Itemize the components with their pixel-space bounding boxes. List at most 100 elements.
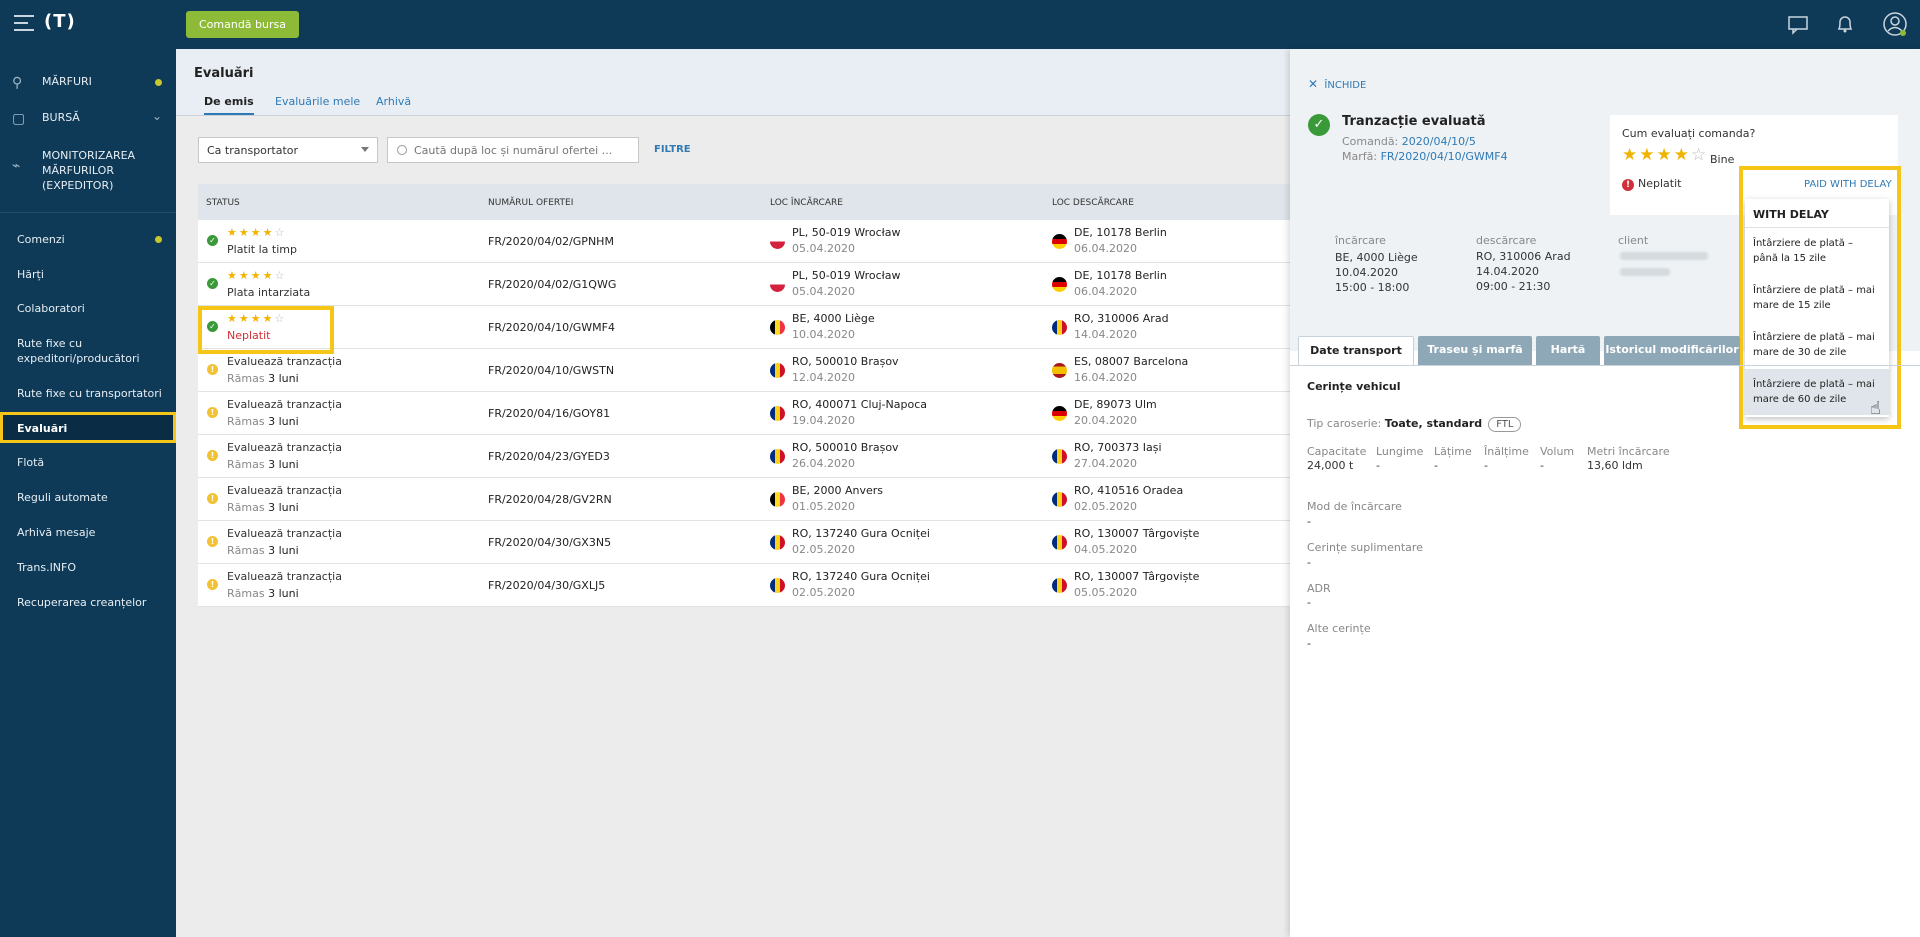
order-link[interactable]: 2020/04/10/5 xyxy=(1401,135,1476,148)
rating-box: Cum evaluați comanda? ★★★★☆ Bine ! Neplat… xyxy=(1610,115,1898,215)
cargo-link[interactable]: FR/2020/04/10/GWMF4 xyxy=(1380,150,1508,163)
delay-option-over-15[interactable]: Întârziere de plată – mai mare de 15 zil… xyxy=(1753,285,1875,311)
star-empty-icon[interactable]: ☆ xyxy=(1691,145,1709,165)
tab-to-issue[interactable]: De emis xyxy=(204,95,254,115)
star-icon[interactable]: ★ xyxy=(1656,145,1674,165)
pending-icon: ! xyxy=(207,493,218,504)
offer-number[interactable]: FR/2020/04/16/GOY81 xyxy=(488,407,611,420)
tab-my-ratings[interactable]: Evaluările mele xyxy=(275,95,361,108)
sidebar-item-fleet[interactable]: Flotă xyxy=(17,456,45,469)
offer-number[interactable]: FR/2020/04/28/GV2RN xyxy=(488,493,612,506)
load-place: BE, 4000 Liège xyxy=(1335,251,1418,264)
tab-map[interactable]: Hartă xyxy=(1536,336,1600,365)
pending-icon: ! xyxy=(207,579,218,590)
table-row[interactable]: ! Evaluează tranzacția Rămas 3 luni FR/2020… xyxy=(198,521,1290,564)
star-icon[interactable]: ★ xyxy=(1622,145,1640,165)
status-text[interactable]: Evaluează tranzacția xyxy=(227,484,342,497)
flag-es-icon xyxy=(1052,363,1067,378)
flag-be-icon xyxy=(770,320,785,335)
offer-number[interactable]: FR/2020/04/30/GX3N5 xyxy=(488,536,612,549)
sidebar-item-exchange[interactable]: ▢ BURSĂ ⌄ xyxy=(12,109,162,127)
table-row[interactable]: ! Evaluează tranzacția Rămas 3 luni FR/2020… xyxy=(198,349,1290,392)
offer-number[interactable]: FR/2020/04/10/GWMF4 xyxy=(488,321,615,334)
extra-label: Cerințe suplimentare xyxy=(1307,541,1423,554)
tab-archive[interactable]: Arhivă xyxy=(376,95,412,108)
tab-transport-data[interactable]: Date transport xyxy=(1298,336,1414,365)
star-icon[interactable]: ★ xyxy=(1639,145,1657,165)
exchange-order-button[interactable]: Comandă bursa xyxy=(186,11,299,38)
offer-number[interactable]: FR/2020/04/02/G1QWG xyxy=(488,278,617,291)
column-header: LOC DESCĂRCARE xyxy=(1052,198,1134,208)
sidebar-item-collaborators[interactable]: Colaboratori xyxy=(17,302,85,315)
role-select[interactable]: Ca transportator xyxy=(198,137,378,163)
logo[interactable]: (T) xyxy=(44,11,76,32)
panel-title: Tranzacție evaluată xyxy=(1342,114,1486,129)
load-date: 02.05.2020 xyxy=(792,586,855,599)
flag-ro-icon xyxy=(770,449,785,464)
tab-route-cargo[interactable]: Traseu și marfă xyxy=(1418,336,1532,365)
status-text[interactable]: Evaluează tranzacția xyxy=(227,570,342,583)
load-place: PL, 50-019 Wrocław xyxy=(792,269,901,282)
sidebar-item-fixed-routes-forwarders[interactable]: Rute fixe cu expeditori/producători xyxy=(17,337,140,365)
offer-number[interactable]: FR/2020/04/23/GYED3 xyxy=(488,450,610,463)
load-place: RO, 500010 Brașov xyxy=(792,355,899,368)
sidebar-item-monitoring[interactable]: ⌁ MONITORIZAREA MĂRFURILOR (EXPEDITOR) xyxy=(12,149,136,192)
offer-number[interactable]: FR/2020/04/30/GXLJ5 xyxy=(488,579,606,592)
menu-icon[interactable] xyxy=(14,15,34,33)
user-avatar-icon[interactable] xyxy=(1882,11,1908,37)
hand-cursor-icon: ☝ xyxy=(1870,398,1881,419)
table-row[interactable]: ✓ ★★★★☆ Neplatit FR/2020/04/10/GWMF4 BE, 400… xyxy=(198,306,1290,349)
extra-value: - xyxy=(1307,637,1311,650)
delay-option-over-30[interactable]: Întârziere de plată – mai mare de 30 de … xyxy=(1753,332,1875,358)
delay-option-over-60[interactable]: Întârziere de plată – mai mare de 60 de … xyxy=(1745,369,1889,415)
filters-button[interactable]: FILTRE xyxy=(654,144,691,155)
status-text[interactable]: Evaluează tranzacția xyxy=(227,441,342,454)
offer-number[interactable]: FR/2020/04/10/GWSTN xyxy=(488,364,615,377)
sidebar-item-fixed-routes-carriers[interactable]: Rute fixe cu transportatori xyxy=(17,387,162,400)
status-text[interactable]: Evaluează tranzacția xyxy=(227,527,342,540)
load-date: 12.04.2020 xyxy=(792,371,855,384)
remaining-time: Rămas 3 luni xyxy=(227,372,299,385)
pending-icon: ! xyxy=(207,450,218,461)
page-header: Evaluări De emis Evaluările mele Arhivă xyxy=(176,49,1290,116)
pending-icon: ! xyxy=(207,407,218,418)
table-row[interactable]: ! Evaluează tranzacția Rămas 3 luni FR/2020… xyxy=(198,478,1290,521)
pending-icon: ! xyxy=(207,536,218,547)
paid-with-delay-link[interactable]: PAID WITH DELAY xyxy=(1804,179,1892,190)
sidebar-item-message-archive[interactable]: Arhivă mesaje xyxy=(17,526,96,539)
unload-place: RO, 310006 Arad xyxy=(1476,250,1571,263)
close-button[interactable]: ✕ ÎNCHIDE xyxy=(1308,77,1367,91)
delay-option-15[interactable]: Întârziere de plată – până la 15 zile xyxy=(1753,238,1854,264)
sidebar-item-ratings[interactable]: Evaluări xyxy=(0,412,176,443)
bell-icon[interactable] xyxy=(1834,13,1856,35)
sidebar-item-automatic-rules[interactable]: Reguli automate xyxy=(17,491,108,504)
spec-label: Lungime xyxy=(1376,445,1424,458)
sidebar-item-debt-recovery[interactable]: Recuperarea creanțelor xyxy=(17,596,147,609)
sidebar-item-maps[interactable]: Hărți xyxy=(17,268,44,281)
table-row[interactable]: ! Evaluează tranzacția Rămas 3 luni FR/2020… xyxy=(198,564,1290,607)
table-row[interactable]: ✓ ★★★★☆ Plata intarziata FR/2020/04/02/G1QW… xyxy=(198,263,1290,306)
tab-change-history[interactable]: Istoricul modificărilor xyxy=(1604,336,1740,365)
status-text[interactable]: Evaluează tranzacția xyxy=(227,355,342,368)
alert-icon: ! xyxy=(1622,179,1634,191)
sidebar-item-transinfo[interactable]: Trans.INFO xyxy=(17,561,77,574)
star-icon[interactable]: ★ xyxy=(1673,145,1691,165)
chat-icon[interactable] xyxy=(1787,13,1809,35)
spec-label: Lățime xyxy=(1434,445,1472,458)
status-text[interactable]: Evaluează tranzacția xyxy=(227,398,342,411)
sidebar-item-orders[interactable]: Comenzi xyxy=(0,233,176,251)
rating-stars[interactable]: ★★★★☆ xyxy=(1622,145,1708,165)
rating-question: Cum evaluați comanda? xyxy=(1622,127,1756,140)
notification-dot xyxy=(155,236,162,243)
table-row[interactable]: ! Evaluează tranzacția Rămas 3 luni FR/2020… xyxy=(198,435,1290,478)
spec-value: - xyxy=(1376,459,1380,472)
load-date: 02.05.2020 xyxy=(792,543,855,556)
search-input[interactable] xyxy=(387,137,639,163)
table-row[interactable]: ✓ ★★★★☆ Platit la timp FR/2020/04/02/GPNHM P… xyxy=(198,220,1290,263)
unload-place: DE, 10178 Berlin xyxy=(1074,269,1167,282)
table-row[interactable]: ! Evaluează tranzacția Rămas 3 luni FR/2020… xyxy=(198,392,1290,435)
sidebar-item-goods[interactable]: ⚲ MĂRFURI xyxy=(0,75,176,95)
vehicle-section-title: Cerințe vehicul xyxy=(1307,380,1401,393)
offer-number[interactable]: FR/2020/04/02/GPNHM xyxy=(488,235,614,248)
flag-ro-icon xyxy=(770,406,785,421)
